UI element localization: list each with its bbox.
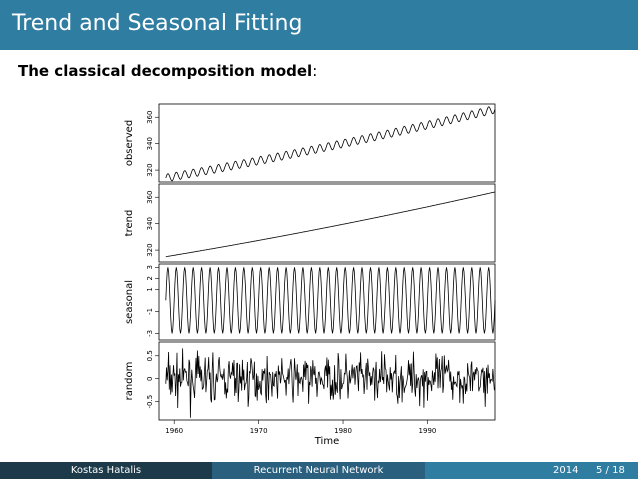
y-tick-label: 0 — [146, 376, 154, 380]
y-tick-label: 3 — [146, 265, 154, 269]
x-tick-label: 1980 — [334, 427, 352, 435]
y-tick-label: -3 — [146, 330, 154, 337]
x-tick-label: 1990 — [419, 427, 437, 435]
y-tick-label: 320 — [146, 163, 154, 176]
footer-right-segment — [425, 462, 638, 479]
subtitle-bold: The classical decomposition model — [18, 62, 313, 80]
y-tick-label: 340 — [146, 217, 154, 230]
footer-talk-title: Recurrent Neural Network — [212, 462, 425, 479]
title-bar: Trend and Seasonal Fitting — [0, 0, 638, 50]
x-tick-label: 1970 — [250, 427, 268, 435]
footer-year: 2014 — [553, 465, 579, 476]
subtitle-rest: : — [312, 62, 318, 80]
x-axis-label: Time — [314, 436, 339, 447]
panel-ylabel: random — [124, 362, 135, 401]
decomposition-figure: 320 340 360 observed 320 340 360 trend -3 -1 1 2 3 se… — [124, 103, 496, 447]
footer-author: Kostas Hatalis — [0, 462, 212, 479]
slide-title: Trend and Seasonal Fitting — [12, 11, 303, 36]
footer-bar: Kostas Hatalis Recurrent Neural Network … — [0, 462, 638, 479]
panel-ylabel: trend — [124, 210, 135, 237]
y-tick-label: 360 — [146, 191, 154, 204]
series-line-trend — [165, 191, 496, 258]
series-line-seasonal — [165, 267, 496, 334]
panel-ylabel: seasonal — [124, 280, 135, 324]
series-line-random — [165, 348, 496, 418]
footer-page-number: 5 / 18 — [596, 465, 625, 476]
x-tick-label: 1960 — [165, 427, 183, 435]
y-tick-label: 320 — [146, 243, 154, 256]
panel-frame — [158, 183, 496, 263]
y-tick-label: 360 — [146, 111, 154, 124]
y-tick-label: 2 — [146, 276, 154, 280]
slide-subtitle: The classical decomposition model: — [18, 62, 317, 80]
y-tick-label: 0.5 — [146, 350, 154, 361]
y-tick-label: -1 — [146, 308, 154, 315]
panel-frame — [158, 341, 496, 421]
panel-ylabel: observed — [124, 120, 135, 166]
y-tick-label: 340 — [146, 137, 154, 150]
y-tick-label: 1 — [146, 287, 154, 291]
series-line-observed — [165, 106, 496, 182]
panel-frame — [158, 103, 496, 183]
y-tick-label: -0.5 — [146, 395, 154, 409]
